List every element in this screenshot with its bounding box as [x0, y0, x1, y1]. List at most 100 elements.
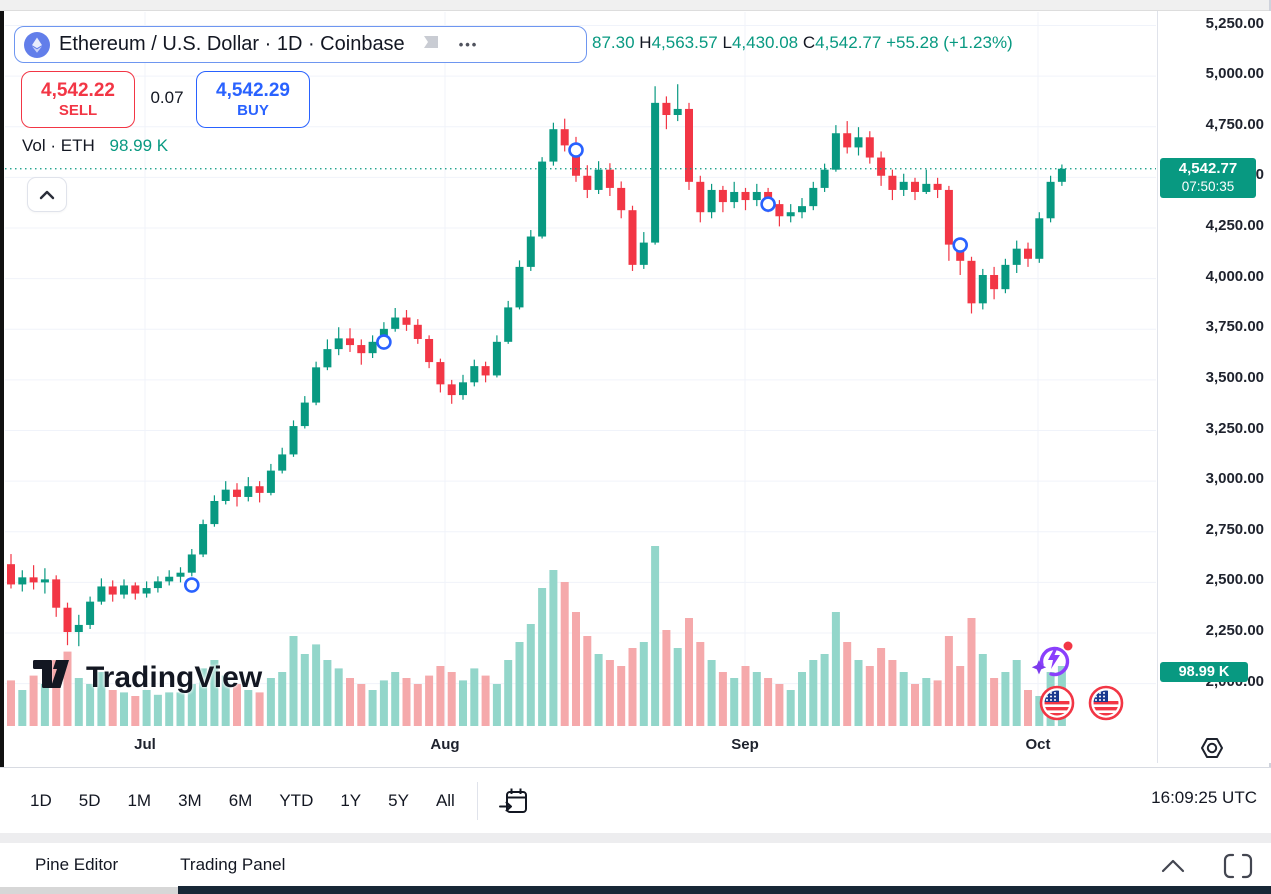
candle: [357, 345, 366, 354]
spread-value: 0.07: [150, 88, 184, 107]
candle: [470, 366, 479, 383]
trade-marker[interactable]: [568, 142, 584, 158]
volume-bar: [176, 692, 185, 726]
candle: [775, 204, 784, 217]
candle: [718, 189, 727, 203]
volume-bar: [7, 680, 15, 726]
volume-bar: [549, 570, 558, 726]
candle: [18, 577, 27, 585]
volume-bar: [538, 588, 547, 726]
range-5y[interactable]: 5Y: [388, 790, 409, 810]
volume-bar: [990, 678, 999, 726]
us-flag-event-icon[interactable]: [1039, 685, 1075, 721]
candle: [74, 624, 83, 633]
volume-bar: [221, 675, 230, 726]
volume-bar: [187, 684, 196, 726]
ai-news-icon[interactable]: [1028, 634, 1078, 684]
sell-button[interactable]: 4,542.22 SELL: [21, 71, 135, 128]
candle: [854, 137, 863, 148]
object-tree-hexagon-icon[interactable]: [1196, 733, 1228, 763]
candle: [7, 564, 15, 585]
volume-bar: [357, 684, 366, 726]
volume-bar: [741, 666, 750, 726]
window-left-border: [0, 11, 4, 887]
trade-marker[interactable]: [760, 196, 776, 212]
volume-bar: [131, 696, 140, 726]
candle: [199, 524, 208, 555]
volume-bar: [368, 690, 377, 726]
volume-bar: [764, 678, 773, 726]
volume-bar: [436, 666, 445, 726]
trade-marker[interactable]: [952, 237, 969, 253]
price-tick-label: 3,000.00: [1205, 470, 1264, 488]
window-bottom-strip: [0, 887, 178, 894]
trade-marker[interactable]: [184, 577, 200, 593]
trade-markers-layer: [184, 142, 969, 593]
candlestick-chart[interactable]: [0, 0, 1271, 768]
sell-label: SELL: [58, 101, 98, 119]
candle: [990, 274, 999, 290]
range-all[interactable]: All: [435, 790, 455, 810]
volume-bar: [334, 668, 343, 726]
collapse-panel-button[interactable]: [27, 177, 67, 212]
time-tick-label: Oct: [1025, 736, 1051, 753]
volume-bar: [470, 668, 479, 726]
candle: [40, 579, 49, 583]
volume-bar: [594, 654, 603, 726]
candle: [560, 129, 569, 146]
price-tick-label: 2,750.00: [1205, 520, 1264, 538]
candle: [798, 206, 806, 213]
buy-button[interactable]: 4,542.29 BUY: [196, 71, 310, 128]
range-ytd[interactable]: YTD: [279, 790, 314, 810]
volume-bar: [967, 618, 976, 726]
volume-bar: [854, 660, 863, 726]
range-1y[interactable]: 1Y: [340, 790, 362, 810]
pine-editor-tab[interactable]: Pine Editor: [35, 855, 119, 874]
trading-panel-tab[interactable]: Trading Panel: [180, 855, 286, 874]
price-tick-label: 3,250.00: [1205, 419, 1264, 437]
volume-bar: [278, 672, 287, 726]
candle: [617, 187, 626, 211]
trade-marker[interactable]: [376, 334, 392, 350]
candle: [786, 212, 795, 217]
range-6m[interactable]: 6M: [228, 790, 253, 810]
volume-bar: [605, 660, 614, 726]
volume-bar: [639, 642, 648, 726]
candle: [707, 189, 716, 213]
more-options-icon[interactable]: •••: [458, 37, 479, 52]
range-5d[interactable]: 5D: [78, 790, 101, 810]
volume-bar: [1024, 690, 1032, 726]
candle: [266, 470, 275, 493]
timezone-clock[interactable]: 16:09:25 UTC: [1151, 788, 1257, 807]
candle: [809, 187, 818, 207]
time-scale[interactable]: Jul Aug Sep Oct: [4, 727, 1157, 767]
volume-bar: [617, 666, 626, 726]
price-tick-label: 3,500.00: [1205, 368, 1264, 386]
volume-bar: [504, 660, 513, 726]
range-1m[interactable]: 1M: [127, 790, 152, 810]
range-1d[interactable]: 1D: [30, 790, 52, 810]
candle: [210, 500, 219, 525]
go-to-date-calendar-icon[interactable]: [498, 785, 530, 817]
volume-bar: [786, 690, 795, 726]
price-tick-label: 2,250.00: [1205, 622, 1264, 640]
expand-panel-button[interactable]: [1159, 858, 1187, 874]
symbol-button[interactable]: Ethereum / U.S. Dollar · 1D · Coinbase •…: [14, 26, 587, 63]
volume-bar: [244, 690, 253, 726]
range-3m[interactable]: 3M: [178, 790, 202, 810]
time-tick-label: Sep: [731, 736, 759, 753]
candle: [120, 585, 128, 595]
candle: [255, 486, 264, 493]
volume-bar: [865, 666, 874, 726]
volume-bar: [402, 678, 411, 726]
candles-layer: [7, 84, 1066, 647]
flag-symbol-icon[interactable]: [422, 33, 440, 56]
volume-bar: [899, 672, 908, 726]
price-scale[interactable]: 2,000.002,250.002,500.002,750.003,000.00…: [1157, 11, 1271, 763]
us-flag-event-icon[interactable]: [1088, 685, 1124, 721]
candle: [459, 382, 467, 396]
countdown-timer: 07:50:35: [1181, 178, 1235, 194]
volume-bar: [312, 644, 321, 726]
fullscreen-button[interactable]: [1223, 853, 1253, 879]
volume-bar: [809, 660, 818, 726]
